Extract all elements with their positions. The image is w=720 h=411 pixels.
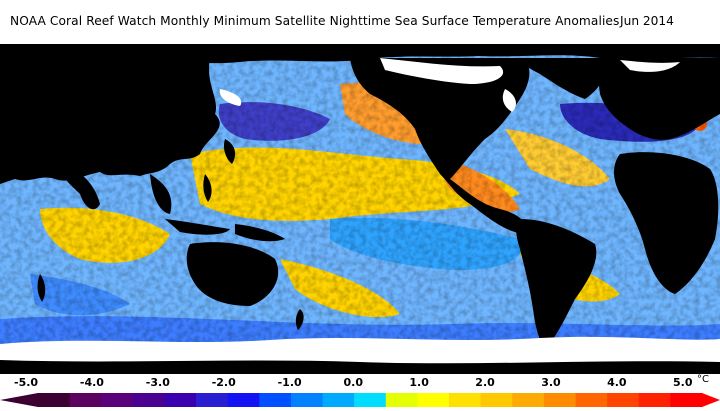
colorbar-tick-label: -3.0	[145, 376, 170, 389]
land-india	[60, 164, 100, 210]
map-svg	[0, 44, 720, 374]
color-scale: -5.0 -4.0 -3.0 -2.0 -1.0 0.0 1.0 2.0 3.0 4.0 5.0 °C	[0, 374, 720, 411]
colorbar-segment	[480, 393, 513, 407]
colorbar-tick-label: -5.0	[14, 376, 39, 389]
colorbar	[0, 393, 720, 407]
land-new-guinea	[235, 224, 285, 242]
colorbar-tick-label: 2.0	[475, 376, 495, 389]
colorbar-segment	[290, 393, 324, 407]
colorbar-segment	[354, 393, 387, 407]
land-africa	[614, 152, 719, 294]
colorbar-segment	[101, 393, 134, 407]
colorbar-min-arrow	[0, 393, 38, 407]
sst-anomaly-map	[0, 44, 720, 374]
colorbar-tick-label: 0.0	[343, 376, 364, 389]
colorbar-segment	[196, 393, 229, 407]
colorbar-tick-label: -2.0	[211, 376, 236, 389]
ice-okhotsk	[219, 89, 242, 106]
colorbar-segment	[164, 393, 197, 407]
colorbar-segment	[259, 393, 292, 407]
colorbar-tick-label: 1.0	[409, 376, 429, 389]
colorbar-segment	[132, 393, 165, 407]
ice-svalbard	[620, 60, 680, 72]
land-north-america	[350, 58, 530, 234]
land-new-zealand	[295, 309, 304, 330]
colorbar-segment	[575, 393, 608, 407]
land-eurasia	[0, 58, 220, 184]
colorbar-segment	[607, 393, 640, 407]
land-australia	[186, 242, 279, 306]
colorbar-tick-label: 4.0	[607, 376, 627, 389]
land-seasia	[150, 174, 172, 214]
colorbar-unit-label: °C	[697, 374, 709, 385]
ice-antarctic	[0, 336, 720, 364]
land-japan	[223, 139, 236, 164]
colorbar-tick-label: 5.0	[673, 376, 693, 389]
colorbar-segment	[449, 393, 482, 407]
colorbar-segment	[69, 393, 102, 407]
colorbar-segment	[227, 393, 260, 407]
colorbar-segment	[670, 393, 703, 407]
title-bar: NOAA Coral Reef Watch Monthly Minimum Sa…	[0, 0, 720, 44]
land-greenland	[520, 58, 605, 99]
ice-arctic-canada	[380, 58, 504, 84]
map-date: Jun 2014	[620, 14, 674, 28]
ice-hudson	[502, 89, 516, 112]
colorbar-segment	[322, 393, 355, 407]
colorbar-segment	[417, 393, 450, 407]
land-philippines	[203, 174, 212, 202]
ice-regions	[0, 58, 720, 364]
land-south-america	[516, 219, 597, 349]
land-madagascar	[37, 274, 46, 302]
land-indonesia	[165, 219, 230, 235]
colorbar-segment	[385, 393, 418, 407]
colorbar-max-arrow	[702, 393, 720, 407]
colorbar-tick-label: 3.0	[541, 376, 561, 389]
colorbar-segment	[543, 393, 577, 407]
colorbar-tick-label: -4.0	[79, 376, 104, 389]
map-title: NOAA Coral Reef Watch Monthly Minimum Sa…	[10, 14, 620, 28]
land-europe	[598, 58, 720, 140]
colorbar-segment	[512, 393, 545, 407]
colorbar-tick-label: -1.0	[277, 376, 302, 389]
colorbar-segment	[38, 393, 71, 407]
colorbar-segment	[638, 393, 671, 407]
